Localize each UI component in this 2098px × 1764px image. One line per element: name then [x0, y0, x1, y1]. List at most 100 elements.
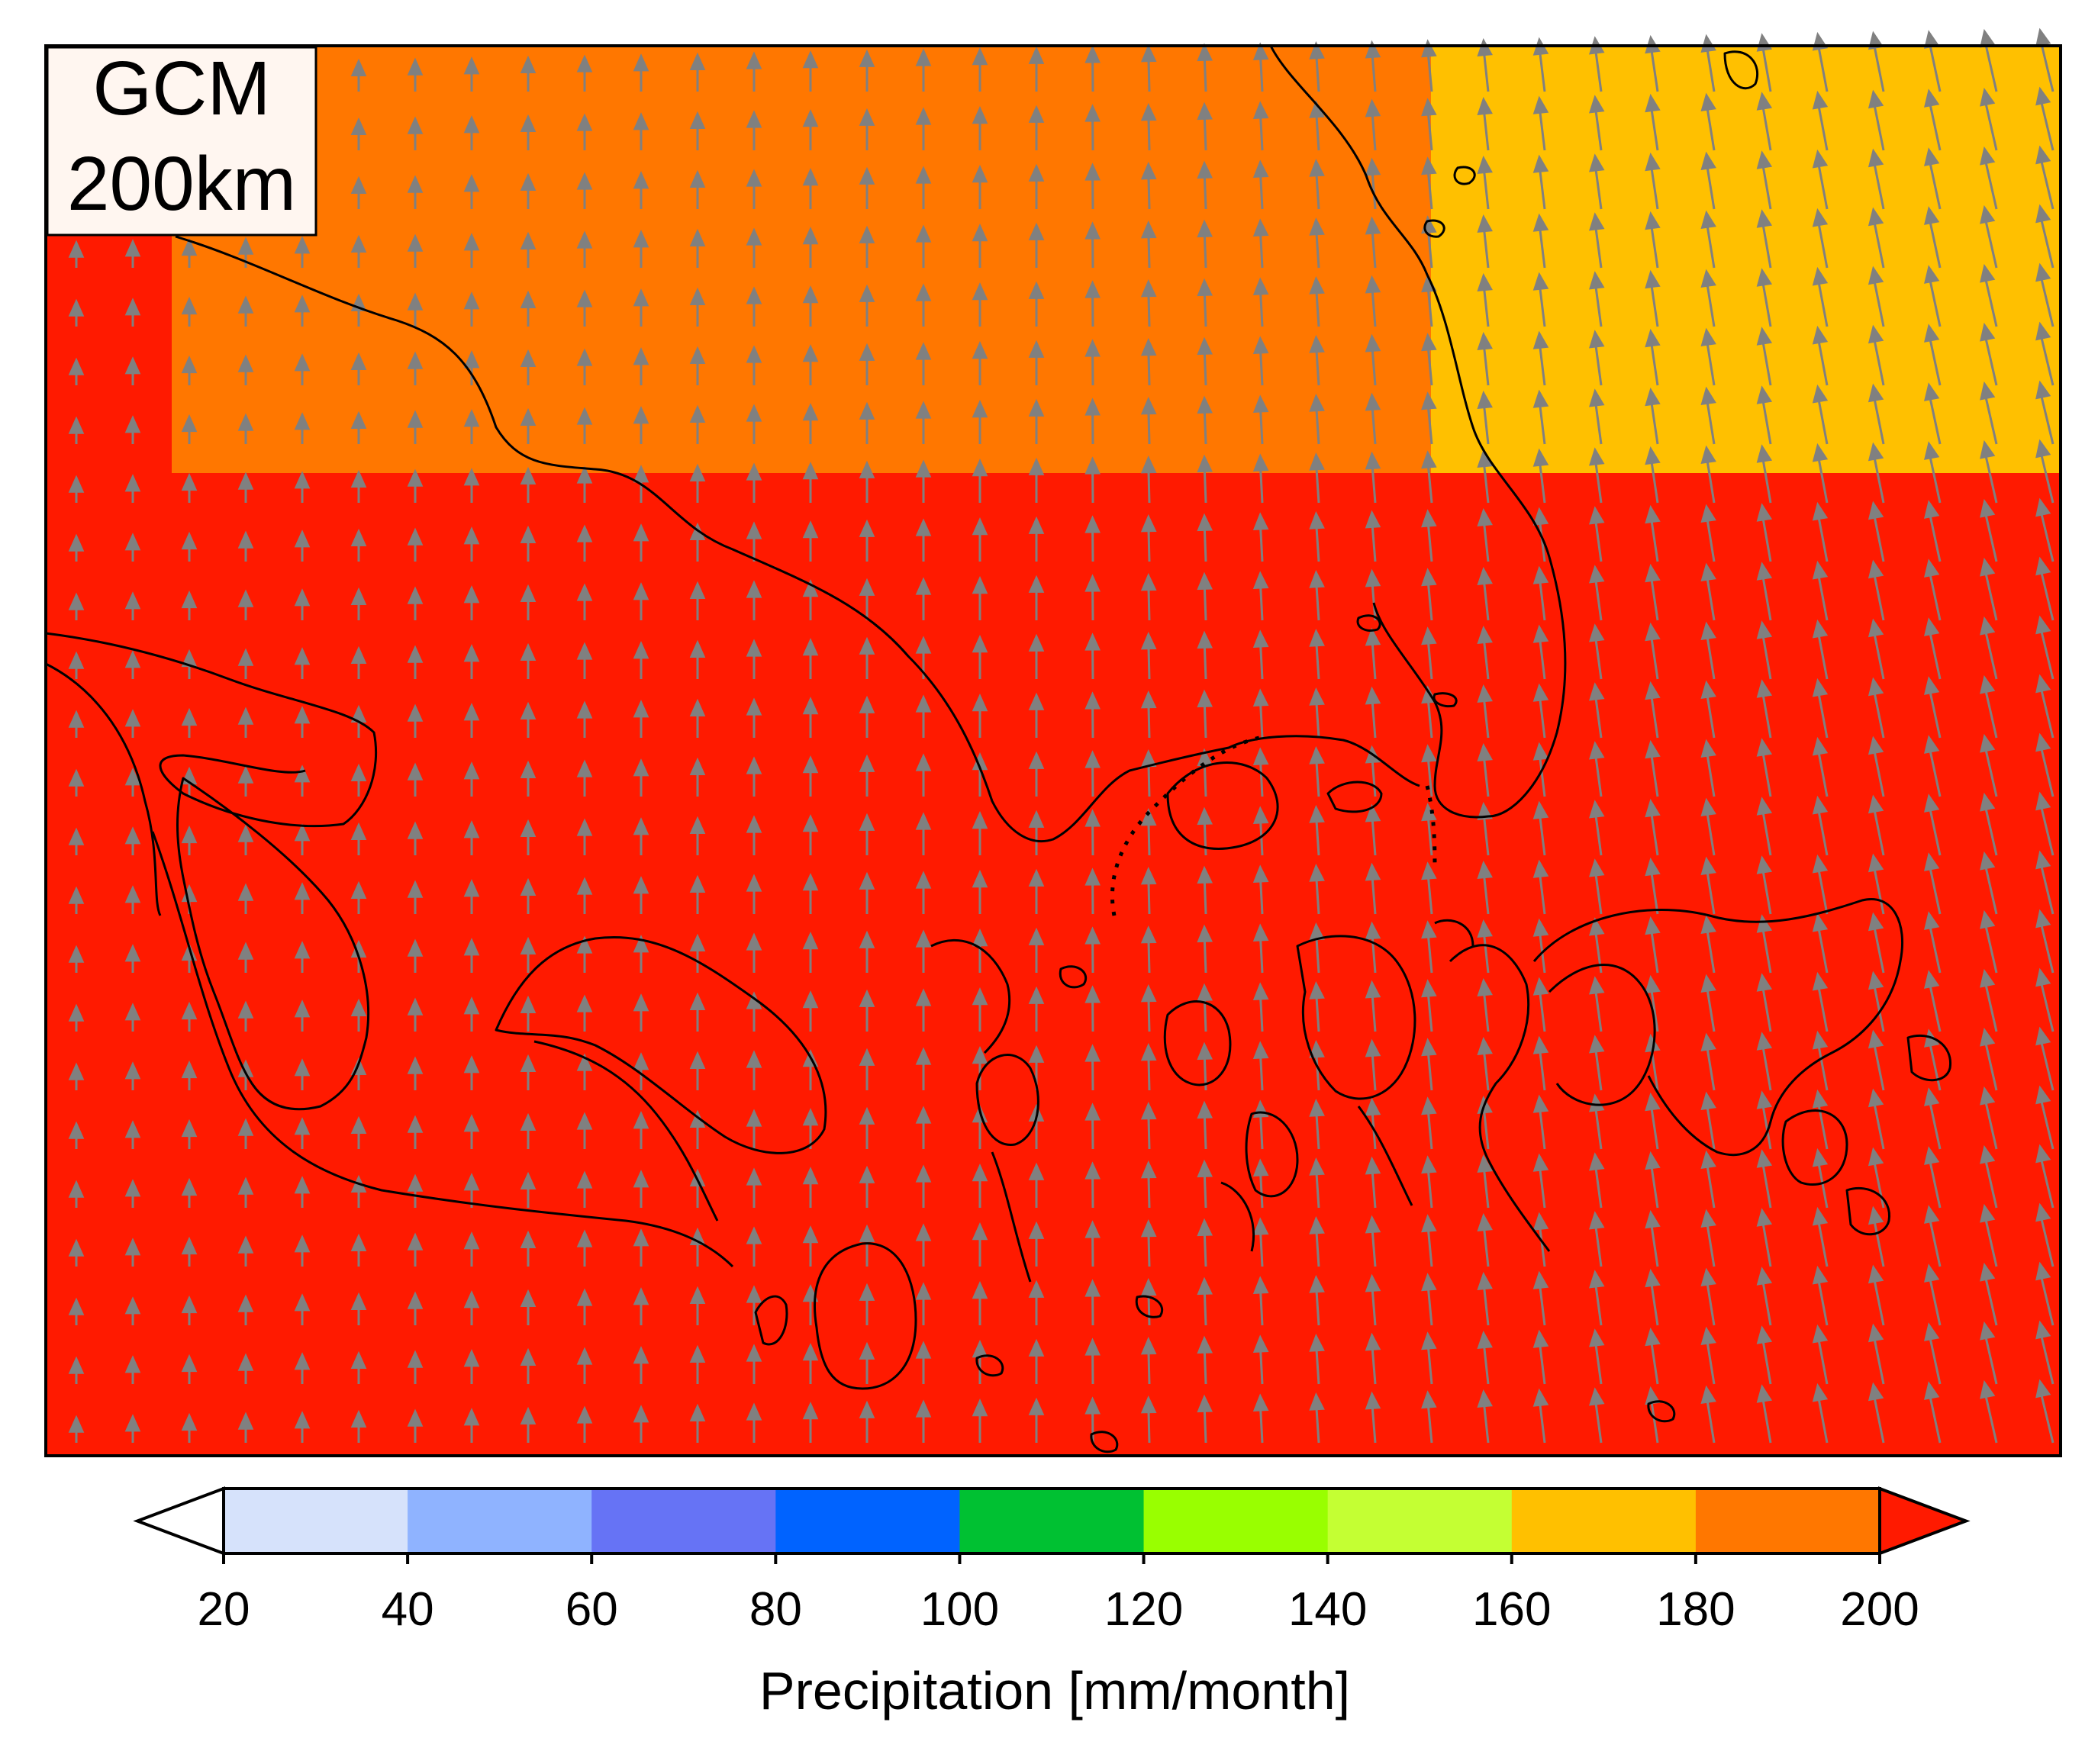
- wind-vector-head: [463, 56, 480, 75]
- wind-vector-head: [576, 1053, 593, 1071]
- wind-vector-head: [633, 465, 649, 483]
- wind-vector-head: [1700, 269, 1716, 288]
- wind-vector-head: [1532, 95, 1549, 114]
- wind-vector-head: [633, 171, 649, 189]
- wind-vector-head: [1309, 393, 1325, 412]
- wind-vector-head: [859, 1106, 875, 1125]
- wind-vector-head: [633, 347, 649, 365]
- wind-vector-head: [1868, 559, 1884, 579]
- wind-vector-head: [1645, 1151, 1661, 1170]
- wind-vector: [1538, 282, 1546, 327]
- wind-vector-head: [972, 282, 988, 301]
- wind-vector-head: [689, 287, 706, 305]
- wind-vector-head: [1532, 859, 1549, 878]
- wind-vector: [1816, 747, 1829, 797]
- wind-vector-head: [1477, 977, 1493, 996]
- wind-vector: [1594, 105, 1603, 151]
- wind-vector-head: [294, 412, 311, 430]
- colorbar-tick-label: 40: [382, 1583, 434, 1636]
- wind-vector-head: [1421, 509, 1437, 528]
- wind-vector-head: [68, 240, 85, 258]
- wind-vector-head: [859, 1048, 875, 1066]
- wind-vector-head: [1028, 1338, 1045, 1357]
- wind-vector: [2038, 919, 2054, 974]
- wind-vector-head: [1309, 1392, 1325, 1411]
- wind-vector-head: [181, 825, 198, 844]
- wind-vector-head: [576, 1112, 593, 1130]
- wind-vector: [1705, 514, 1716, 562]
- wind-vector: [1761, 219, 1772, 269]
- wind-vector-head: [802, 462, 819, 480]
- wind-vector-head: [124, 885, 141, 903]
- wind-vector-head: [915, 929, 932, 948]
- wind-vector-head: [1197, 1335, 1213, 1354]
- wind-vector: [1761, 571, 1772, 621]
- wind-vector: [1872, 922, 1885, 974]
- wind-vector-head: [1532, 977, 1549, 996]
- wind-vector-head: [2035, 204, 2051, 224]
- wind-vector-head: [915, 753, 932, 771]
- wind-vector-head: [972, 694, 988, 712]
- wind-vector-head: [1197, 983, 1213, 1002]
- wind-vector-head: [1532, 742, 1549, 761]
- wind-vector: [1816, 1393, 1829, 1444]
- wind-vector-head: [1868, 618, 1884, 638]
- wind-vector-head: [1924, 89, 1940, 108]
- wind-vector-head: [1980, 1203, 1996, 1223]
- colorbar-bin: [591, 1489, 776, 1553]
- wind-vector: [1816, 1334, 1829, 1385]
- wind-vector-head: [350, 1350, 367, 1370]
- wind-vector-head: [633, 523, 649, 542]
- wind-vector: [1761, 336, 1772, 386]
- wind-vector: [1649, 574, 1659, 621]
- wind-vector-head: [1756, 1384, 1773, 1403]
- wind-vector: [1983, 509, 1998, 562]
- wind-vector-head: [1309, 980, 1325, 999]
- wind-vector-head: [1252, 159, 1269, 178]
- wind-vector-head: [802, 1284, 819, 1302]
- wind-vector-head: [1197, 689, 1213, 708]
- wind-vector-head: [1309, 1098, 1325, 1117]
- wind-vector: [1928, 1273, 1942, 1326]
- wind-vector-head: [463, 820, 480, 839]
- wind-vector: [1705, 1278, 1716, 1326]
- wind-vector: [1872, 510, 1885, 562]
- wind-vector-head: [294, 1176, 311, 1194]
- wind-vector: [1928, 333, 1942, 386]
- colorbar-tick-label: 20: [198, 1583, 250, 1636]
- wind-vector-head: [1532, 800, 1549, 819]
- wind-vector-head: [2035, 27, 2051, 47]
- wind-vector-head: [689, 346, 706, 364]
- wind-vector: [1872, 334, 1885, 386]
- wind-vector-head: [915, 459, 932, 478]
- wind-vector-head: [972, 106, 988, 124]
- wind-vector: [1983, 626, 1998, 680]
- wind-vector-head: [802, 520, 819, 539]
- wind-vector-head: [1812, 501, 1829, 521]
- wind-vector-head: [1589, 858, 1605, 877]
- wind-vector-head: [1980, 1321, 1996, 1341]
- wind-vector-head: [576, 1288, 593, 1306]
- wind-vector-head: [181, 1001, 198, 1020]
- wind-vector-head: [463, 1408, 480, 1426]
- wind-vector-head: [1812, 1324, 1829, 1344]
- wind-vector-head: [1868, 148, 1884, 168]
- wind-vector: [1872, 745, 1885, 797]
- wind-vector-head: [520, 1171, 537, 1190]
- wind-vector-head: [576, 348, 593, 366]
- wind-vector: [1705, 925, 1716, 974]
- wind-vector-head: [237, 1118, 254, 1136]
- wind-vector-head: [689, 757, 706, 775]
- wind-vector-head: [237, 530, 254, 549]
- wind-vector-head: [1084, 809, 1101, 827]
- wind-vector-head: [859, 460, 875, 478]
- wind-vector-head: [463, 409, 480, 427]
- wind-vector-head: [2035, 967, 2051, 987]
- wind-vector-head: [181, 1354, 198, 1373]
- wind-vector: [1761, 1218, 1772, 1267]
- wind-vector-head: [1532, 918, 1549, 937]
- wind-vector: [1594, 46, 1603, 92]
- wind-vector: [1761, 278, 1772, 327]
- wind-vector: [1538, 106, 1546, 151]
- wind-vector-head: [1924, 1146, 1940, 1165]
